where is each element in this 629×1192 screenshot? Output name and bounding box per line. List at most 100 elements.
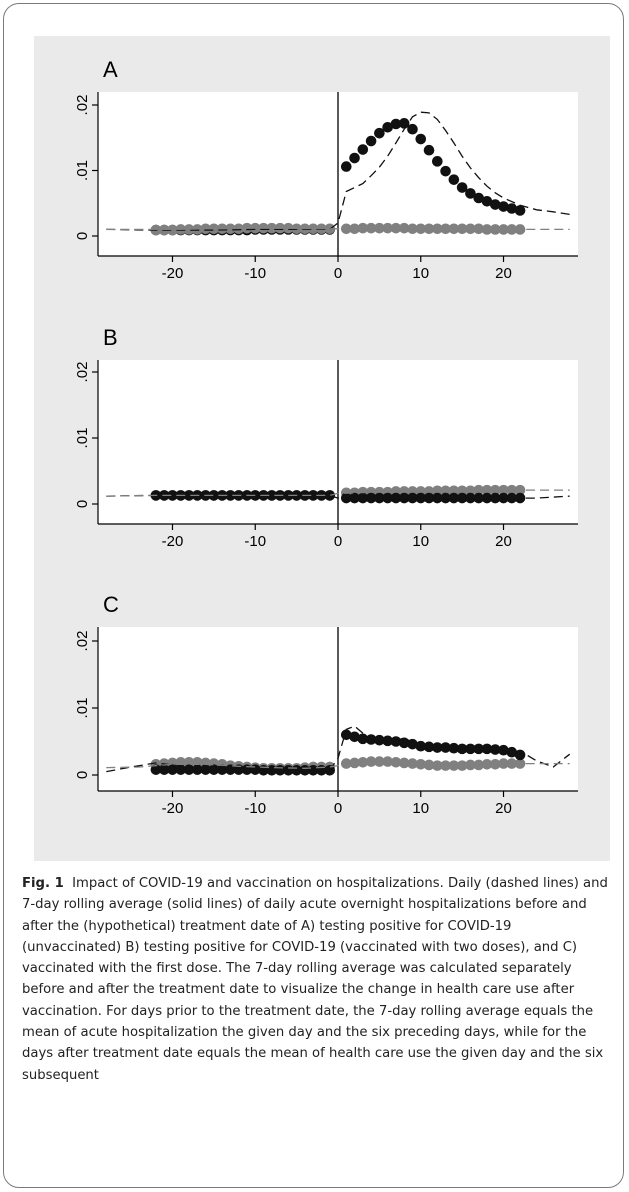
y-tick-label: .02 xyxy=(74,362,91,383)
data-point-dark xyxy=(340,161,352,172)
data-point-dark xyxy=(349,152,360,164)
y-tick-label: .02 xyxy=(74,631,91,652)
panel-a: A 0 .01 .02 -20 -10 0 10 20 xyxy=(74,57,578,282)
data-point-dark xyxy=(349,731,360,743)
data-point-gray xyxy=(448,223,460,235)
data-point-dark xyxy=(390,118,402,130)
data-point-dark xyxy=(465,188,476,199)
data-point-gray xyxy=(506,484,518,496)
data-point-dark xyxy=(448,174,460,185)
data-point-gray xyxy=(349,757,360,769)
y-tick-label: .01 xyxy=(74,160,91,181)
dashed-line-dark xyxy=(106,111,570,231)
dashed-line-dark xyxy=(106,725,571,773)
data-point-dark xyxy=(200,764,211,775)
data-point-dark xyxy=(382,735,393,747)
x-tick-label: 20 xyxy=(495,800,512,817)
data-point-dark xyxy=(440,742,451,753)
data-point-dark xyxy=(432,492,443,504)
figure-caption: Fig. 1 Impact of COVID-19 and vaccinatio… xyxy=(22,873,612,1086)
data-point-gray xyxy=(432,760,443,771)
caption-label: Fig. 1 xyxy=(22,876,64,891)
panel-label-b: B xyxy=(103,325,118,350)
data-point-dark xyxy=(473,192,484,204)
data-point-gray xyxy=(448,485,460,497)
data-point-dark xyxy=(481,195,493,207)
data-point-dark xyxy=(489,492,501,504)
panel-label-c: C xyxy=(103,592,119,617)
dashed-line-gray xyxy=(106,489,570,497)
data-point-dark xyxy=(175,764,187,775)
data-point-dark xyxy=(307,490,319,501)
data-point-dark xyxy=(374,127,385,139)
data-point-dark xyxy=(506,203,518,214)
data-point-dark xyxy=(506,492,518,504)
data-point-gray xyxy=(357,756,369,768)
data-point-gray xyxy=(266,222,278,234)
data-point-gray xyxy=(448,760,460,771)
x-tick-label: -10 xyxy=(244,800,266,817)
data-point-dark xyxy=(167,764,178,775)
data-point-dark xyxy=(357,733,369,745)
x-tick-label: -10 xyxy=(244,533,266,550)
data-point-dark xyxy=(183,490,195,501)
data-point-dark xyxy=(473,743,484,755)
data-point-gray xyxy=(489,224,501,235)
dashed-line-dark xyxy=(106,494,570,499)
data-point-dark xyxy=(150,764,162,775)
y-tick-label: .01 xyxy=(74,698,91,719)
data-point-gray xyxy=(432,223,443,235)
x-tick-label: -20 xyxy=(162,533,184,550)
data-point-gray xyxy=(324,223,336,235)
data-point-gray xyxy=(432,485,443,497)
x-tick-label: -20 xyxy=(162,265,184,282)
data-point-dark xyxy=(423,144,435,156)
x-tick-label: -20 xyxy=(162,800,184,817)
data-point-dark xyxy=(390,492,402,504)
data-point-gray xyxy=(307,223,319,235)
data-point-dark xyxy=(357,144,369,155)
data-point-dark xyxy=(506,746,518,758)
data-point-gray xyxy=(225,223,236,235)
data-point-dark xyxy=(448,742,460,754)
data-point-gray xyxy=(365,222,377,234)
y-tick-label: 0 xyxy=(74,232,91,240)
data-point-gray xyxy=(390,222,402,234)
data-point-dark xyxy=(423,741,435,753)
data-point-gray xyxy=(340,758,352,769)
x-tick-label: 10 xyxy=(412,533,429,550)
data-point-dark xyxy=(266,490,278,501)
data-point-dark xyxy=(365,135,377,147)
data-point-gray xyxy=(407,758,418,769)
data-point-gray xyxy=(365,756,377,767)
data-point-dark xyxy=(365,492,377,504)
x-tick-label: 20 xyxy=(495,265,512,282)
data-point-dark xyxy=(225,490,236,501)
data-point-dark xyxy=(407,492,418,504)
data-point-gray xyxy=(167,224,178,236)
data-point-dark xyxy=(374,734,385,746)
data-point-dark xyxy=(158,764,170,775)
panel-c: C 0 .01 .02 -20 -10 0 10 20 xyxy=(74,592,578,817)
data-point-dark xyxy=(398,737,410,749)
data-point-gray xyxy=(407,223,418,235)
data-point-gray xyxy=(506,224,518,235)
data-point-dark xyxy=(514,205,526,216)
x-tick-label: 10 xyxy=(412,800,429,817)
data-point-gray xyxy=(489,758,501,770)
data-point-gray xyxy=(489,484,501,496)
data-point-dark xyxy=(349,492,360,504)
panel-label-a: A xyxy=(103,57,118,82)
data-point-gray xyxy=(183,224,195,235)
data-point-dark xyxy=(489,199,501,210)
data-point-dark xyxy=(167,490,178,501)
y-tick-label: .02 xyxy=(74,95,91,116)
panel-b: B 0 .01 .02 -20 -10 0 10 20 xyxy=(74,325,578,550)
data-point-dark xyxy=(407,123,418,135)
x-tick-label: 20 xyxy=(495,533,512,550)
data-point-gray xyxy=(374,756,385,767)
y-tick-label: .01 xyxy=(74,428,91,449)
data-point-gray xyxy=(349,223,360,235)
data-point-gray xyxy=(390,756,402,768)
